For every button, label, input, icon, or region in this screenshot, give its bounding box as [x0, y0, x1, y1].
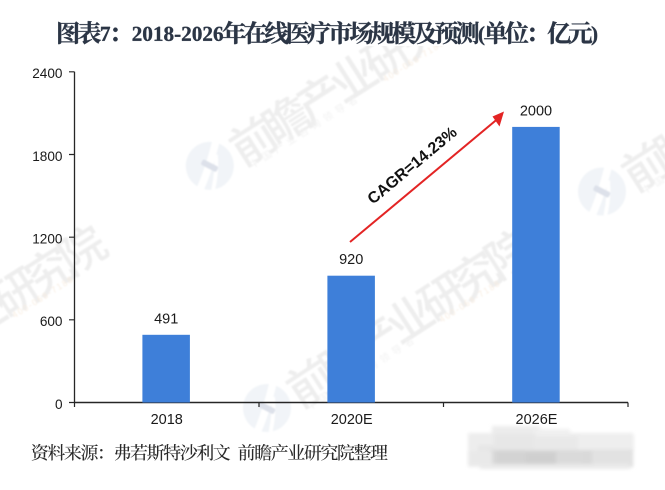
- svg-text:2400: 2400: [32, 66, 63, 81]
- svg-text:491: 491: [154, 311, 178, 327]
- svg-text:2020E: 2020E: [331, 412, 373, 428]
- svg-text:920: 920: [339, 252, 363, 268]
- svg-text:2026E: 2026E: [516, 412, 558, 428]
- svg-text:0: 0: [55, 397, 63, 412]
- svg-text:1200: 1200: [32, 232, 63, 247]
- svg-text:2000: 2000: [520, 103, 552, 119]
- svg-text:600: 600: [40, 314, 63, 329]
- svg-text:1800: 1800: [32, 149, 63, 164]
- svg-text:2018: 2018: [151, 412, 183, 428]
